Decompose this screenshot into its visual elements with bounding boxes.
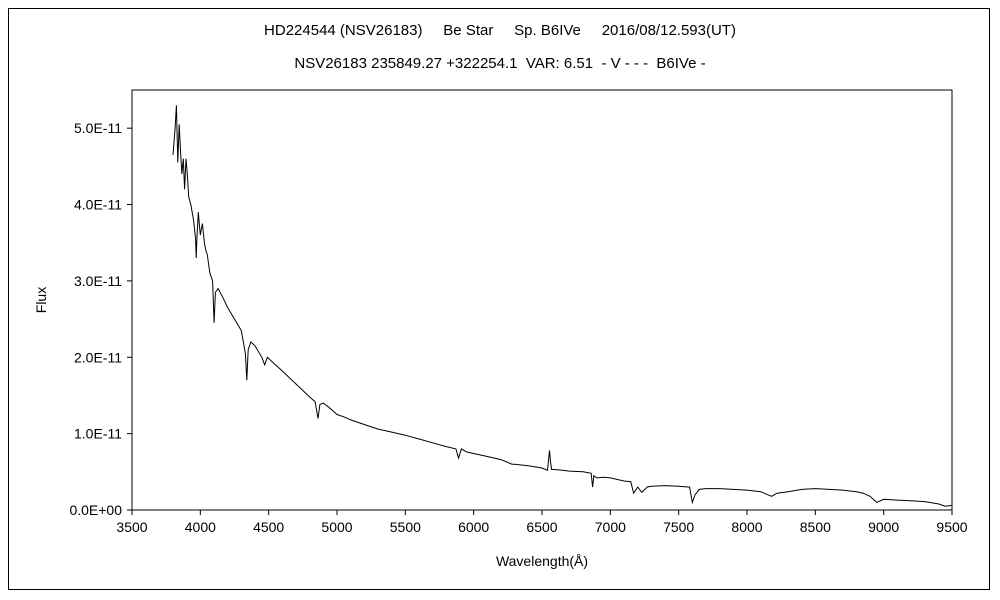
x-tick-label: 6000 <box>458 519 489 535</box>
axis-ticks <box>127 127 953 515</box>
x-tick-label: 6500 <box>526 519 557 535</box>
x-axis-label: Wavelength(Å) <box>496 553 588 569</box>
y-tick-label: 1.0E-11 <box>74 426 122 442</box>
x-tick-label: 9500 <box>936 519 967 535</box>
x-tick-label: 5000 <box>321 519 352 535</box>
chart-subtitle: NSV26183 235849.27 +322254.1 VAR: 6.51 -… <box>294 55 706 72</box>
y-tick-label: 2.0E-11 <box>74 349 122 365</box>
y-tick-label: 4.0E-11 <box>74 197 122 213</box>
x-tick-label: 5500 <box>390 519 421 535</box>
y-tick-labels: 0.0E+00 1.0E-11 2.0E-11 3.0E-11 4.0E-11 5.0E-… <box>69 120 122 518</box>
chart-frame <box>8 8 990 590</box>
y-tick-label: 3.0E-11 <box>74 273 122 289</box>
x-tick-label: 4000 <box>185 519 216 535</box>
x-tick-labels: 3500 4000 4500 5000 5500 6000 6500 7000 7500 8000… <box>116 519 967 535</box>
x-tick-label: 9000 <box>868 519 899 535</box>
y-tick-label: 5.0E-11 <box>74 120 122 136</box>
x-tick-label: 8500 <box>800 519 831 535</box>
x-tick-label: 7000 <box>595 519 626 535</box>
flux-spectrum-line <box>172 105 953 507</box>
x-tick-label: 3500 <box>116 519 147 535</box>
plot-area <box>131 89 953 511</box>
x-tick-label: 7500 <box>663 519 694 535</box>
x-tick-label: 8000 <box>731 519 762 535</box>
y-tick-label: 0.0E+00 <box>69 502 122 518</box>
chart-title: HD224544 (NSV26183) Be Star Sp. B6IVe 20… <box>264 22 736 39</box>
y-axis-label: Flux <box>33 287 49 313</box>
x-tick-label: 4500 <box>253 519 284 535</box>
